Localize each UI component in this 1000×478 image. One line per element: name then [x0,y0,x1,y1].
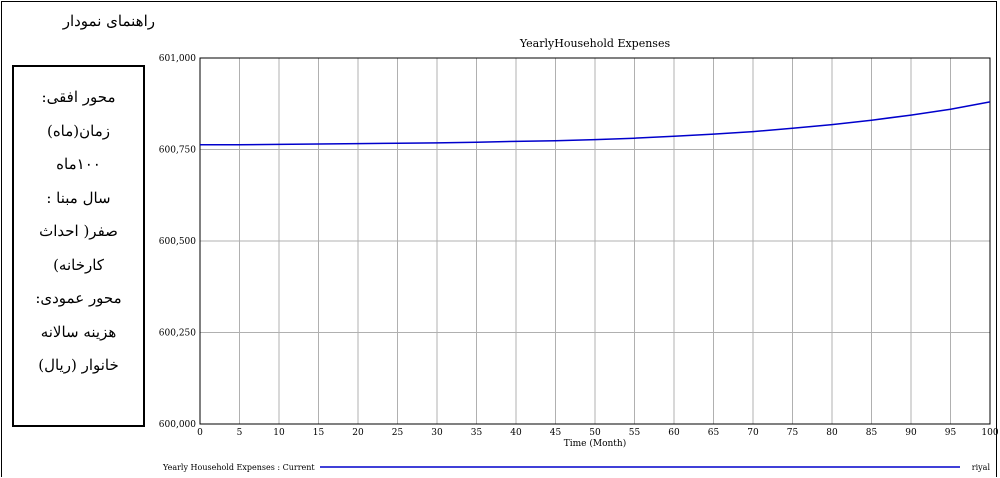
x-tick-label: 40 [510,428,522,438]
x-tick-label: 20 [352,428,364,438]
x-tick-label: 25 [392,428,404,438]
x-tick-label: 55 [629,428,641,438]
x-tick-label: 35 [471,428,483,438]
axis-layer: 0 5 10 15 20 25 30 35 40 45 50 55 60 65 70 75 80 85 90 95 10… [159,54,999,438]
guide-line: هزینه سالانه [40,322,117,341]
plot-border [199,57,991,425]
chart-guide-box: محور افقی: زمان(ماه) ۱۰۰ماه سال مبنا : ص… [12,65,145,427]
chart-title: YearlyHousehold Expenses [519,37,671,50]
x-tick-label: 30 [431,428,443,438]
guide-line: ۱۰۰ماه [56,155,101,173]
y-tick-label: 600,500 [159,237,196,247]
y-tick-label: 600,000 [159,420,196,430]
series-layer [200,101,991,146]
guide-line: سال مبنا : [46,188,111,207]
x-tick-label: 95 [945,428,957,438]
x-tick-label: 50 [589,428,601,438]
y-tick-label: 601,000 [159,54,196,64]
legend-label: Yearly Household Expenses : Current [162,463,315,472]
series-line [200,101,991,146]
x-tick-label: 70 [747,428,759,438]
legend-unit: riyal [972,463,991,472]
y-tick-label: 600,250 [159,329,196,339]
chart-guide-title: راهنمای نمودار [62,12,155,30]
guide-line: زمان(ماه) [46,121,111,140]
x-tick-label: 85 [866,428,878,438]
x-tick-label: 15 [313,428,325,438]
grid-layer [199,57,991,425]
x-tick-label: 80 [826,428,838,438]
x-tick-label: 100 [981,428,998,438]
x-tick-label: 45 [550,428,562,438]
x-axis-title: Time (Month) [564,438,626,449]
x-tick-label: 5 [237,428,243,438]
x-tick-label: 65 [708,428,720,438]
x-tick-label: 60 [668,428,680,438]
guide-line: محور افقی: [41,88,116,106]
x-tick-label: 10 [273,428,285,438]
x-tick-label: 0 [197,428,203,438]
guide-line: خانوار (ریال) [38,356,119,374]
x-tick-label: 75 [787,428,799,438]
guide-line: کارخانه) [53,255,104,274]
guide-line: محور عمودی: [35,289,122,307]
y-tick-label: 600,750 [159,146,196,156]
guide-line: صفر( احداث [39,222,118,240]
legend: Yearly Household Expenses : Current riya… [162,463,990,472]
x-tick-label: 90 [905,428,917,438]
